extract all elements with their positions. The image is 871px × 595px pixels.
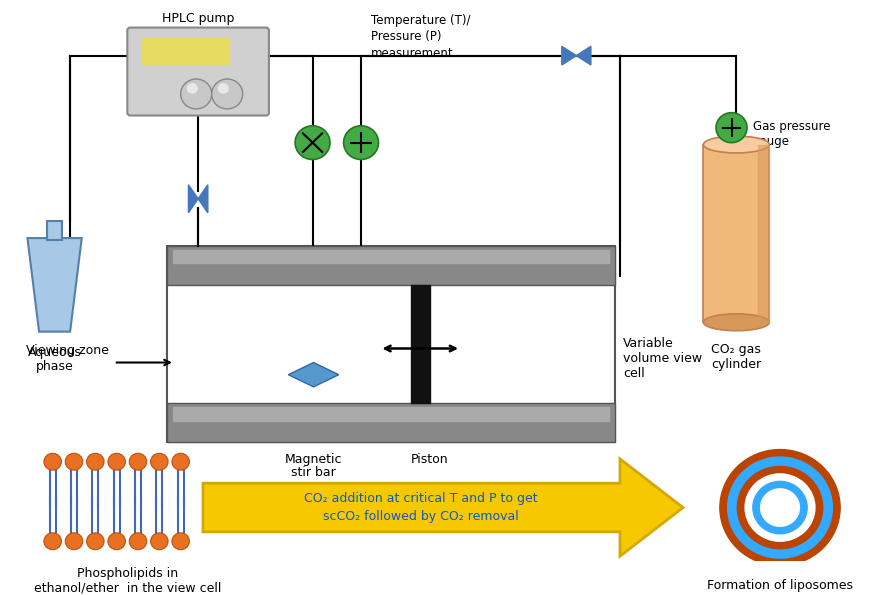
Text: Aqueous: Aqueous — [28, 346, 82, 359]
Circle shape — [44, 453, 61, 470]
Text: volume view: volume view — [623, 352, 702, 365]
Circle shape — [44, 533, 61, 550]
Circle shape — [187, 84, 197, 93]
Polygon shape — [188, 185, 208, 213]
Polygon shape — [288, 362, 339, 387]
Circle shape — [108, 453, 125, 470]
Text: Magnetic: Magnetic — [285, 453, 342, 466]
Text: CO₂ addition at critical T and P to get: CO₂ addition at critical T and P to get — [304, 491, 538, 505]
Circle shape — [172, 533, 189, 550]
Text: cylinder: cylinder — [712, 358, 761, 371]
Bar — [167, 403, 615, 442]
Polygon shape — [28, 238, 82, 331]
Bar — [47, 221, 63, 240]
Ellipse shape — [704, 136, 769, 153]
Circle shape — [760, 489, 800, 526]
Circle shape — [753, 481, 807, 534]
Text: Temperature (T)/: Temperature (T)/ — [371, 14, 470, 27]
Circle shape — [212, 79, 243, 109]
Text: Variable: Variable — [623, 337, 673, 350]
Circle shape — [65, 453, 83, 470]
Bar — [173, 250, 610, 264]
Text: Viewing zone: Viewing zone — [26, 344, 109, 357]
Circle shape — [151, 453, 168, 470]
Text: stir bar: stir bar — [291, 466, 336, 480]
Bar — [167, 246, 615, 285]
Circle shape — [738, 466, 823, 549]
Text: gauge: gauge — [753, 135, 790, 148]
Bar — [758, 145, 769, 322]
Text: cell: cell — [623, 367, 645, 380]
Circle shape — [129, 453, 146, 470]
Ellipse shape — [704, 314, 769, 331]
Circle shape — [719, 450, 841, 566]
Circle shape — [745, 474, 815, 541]
Circle shape — [151, 533, 168, 550]
Circle shape — [129, 533, 146, 550]
Text: CO₂ gas: CO₂ gas — [712, 343, 761, 356]
Text: ethanol/ether  in the view cell: ethanol/ether in the view cell — [34, 581, 221, 594]
Text: measurement: measurement — [371, 47, 454, 60]
Bar — [704, 145, 769, 322]
Text: phase: phase — [36, 360, 73, 372]
Text: scCO₂ followed by CO₂ removal: scCO₂ followed by CO₂ removal — [323, 511, 519, 524]
Text: Piston: Piston — [411, 453, 449, 466]
Text: Pressure (P): Pressure (P) — [371, 30, 442, 43]
Polygon shape — [203, 459, 683, 556]
Text: Formation of liposomes: Formation of liposomes — [707, 579, 853, 591]
Circle shape — [108, 533, 125, 550]
Bar — [410, 285, 430, 403]
Text: Phospholipids in: Phospholipids in — [77, 568, 178, 581]
Bar — [167, 246, 615, 442]
Circle shape — [172, 453, 189, 470]
Text: Gas pressure: Gas pressure — [753, 120, 830, 133]
Circle shape — [219, 84, 228, 93]
Circle shape — [86, 533, 104, 550]
Polygon shape — [562, 46, 591, 65]
Circle shape — [86, 453, 104, 470]
Circle shape — [343, 126, 379, 159]
Bar — [142, 38, 229, 64]
FancyBboxPatch shape — [127, 27, 269, 115]
Circle shape — [716, 112, 747, 143]
Text: HPLC pump: HPLC pump — [162, 12, 234, 25]
Circle shape — [65, 533, 83, 550]
Circle shape — [295, 126, 330, 159]
Bar — [173, 408, 610, 421]
Circle shape — [727, 457, 833, 558]
Circle shape — [180, 79, 212, 109]
